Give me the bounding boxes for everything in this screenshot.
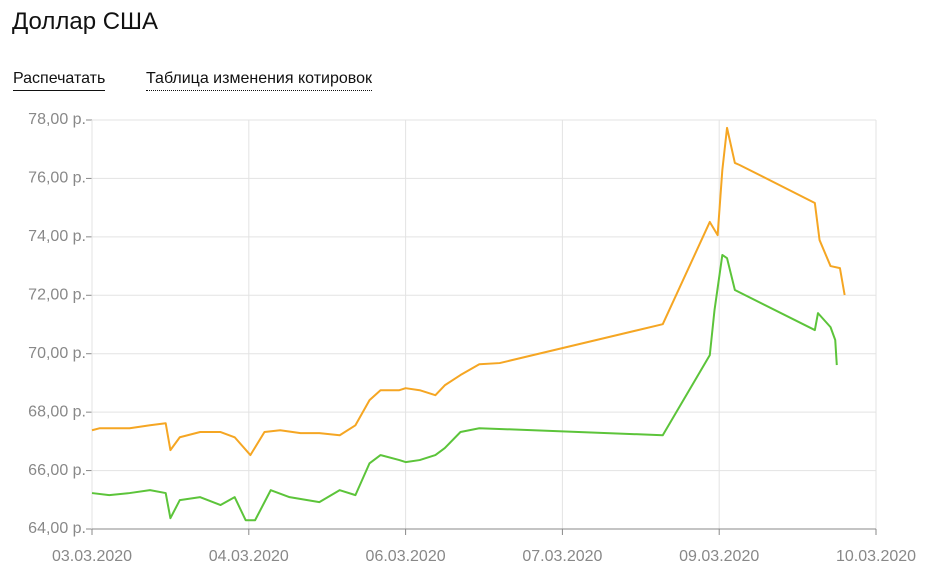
x-tick-label: 07.03.2020 bbox=[522, 548, 602, 565]
y-tick-label: 78,00 р. bbox=[28, 111, 86, 128]
y-tick-label: 74,00 р. bbox=[28, 228, 86, 245]
line bbox=[91, 126, 846, 457]
x-tick-label: 06.03.2020 bbox=[366, 548, 446, 565]
table-link[interactable]: Таблица изменения котировок bbox=[146, 70, 372, 91]
x-tick-label: 03.03.2020 bbox=[52, 548, 132, 565]
line bbox=[91, 253, 838, 522]
title: Доллар США bbox=[12, 8, 159, 35]
x-tick-label: 09.03.2020 bbox=[679, 548, 759, 565]
y-tick-label: 64,00 р. bbox=[28, 520, 86, 537]
y-tick-label: 66,00 р. bbox=[28, 462, 86, 479]
y-tick-label: 70,00 р. bbox=[28, 345, 86, 362]
print-link[interactable]: Распечатать bbox=[13, 70, 106, 91]
x-tick-label: 04.03.2020 bbox=[209, 548, 289, 565]
y-tick-label: 68,00 р. bbox=[28, 403, 86, 420]
y-tick-label: 76,00 р. bbox=[28, 170, 86, 187]
y-tick-label: 72,00 р. bbox=[28, 287, 86, 304]
x-tick-label: 10.03.2020 bbox=[836, 548, 916, 565]
